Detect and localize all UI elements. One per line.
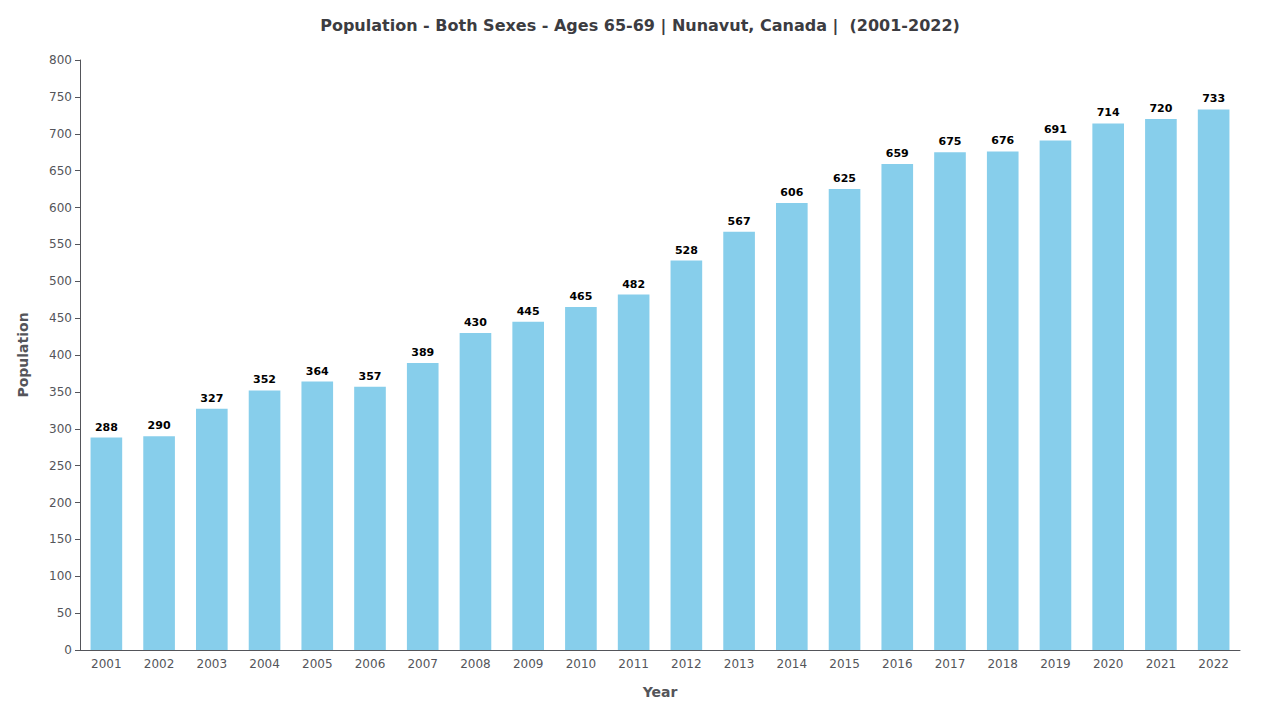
svg-text:2006: 2006 <box>355 657 386 671</box>
svg-text:2019: 2019 <box>1040 657 1071 671</box>
svg-text:500: 500 <box>49 274 72 288</box>
svg-text:200: 200 <box>49 496 72 510</box>
svg-text:528: 528 <box>675 244 698 257</box>
svg-text:676: 676 <box>991 134 1014 147</box>
svg-text:720: 720 <box>1149 102 1172 115</box>
svg-text:2002: 2002 <box>144 657 175 671</box>
svg-text:2007: 2007 <box>407 657 438 671</box>
svg-text:2011: 2011 <box>618 657 649 671</box>
svg-text:2013: 2013 <box>724 657 755 671</box>
svg-text:350: 350 <box>49 385 72 399</box>
svg-text:700: 700 <box>49 127 72 141</box>
svg-text:2018: 2018 <box>987 657 1018 671</box>
svg-text:357: 357 <box>359 370 382 383</box>
svg-text:364: 364 <box>306 365 329 378</box>
svg-text:2005: 2005 <box>302 657 333 671</box>
svg-text:327: 327 <box>200 392 223 405</box>
svg-text:290: 290 <box>148 419 171 432</box>
svg-text:691: 691 <box>1044 123 1067 136</box>
svg-text:Year: Year <box>642 684 678 700</box>
svg-text:Population - Both Sexes - Ages: Population - Both Sexes - Ages 65-69 | N… <box>320 16 960 36</box>
svg-text:550: 550 <box>49 237 72 251</box>
svg-text:733: 733 <box>1202 92 1225 105</box>
svg-text:2016: 2016 <box>882 657 913 671</box>
svg-text:Population: Population <box>15 312 31 397</box>
svg-text:650: 650 <box>49 164 72 178</box>
svg-text:2022: 2022 <box>1198 657 1229 671</box>
svg-text:482: 482 <box>622 278 645 291</box>
svg-text:445: 445 <box>517 305 540 318</box>
svg-text:50: 50 <box>57 606 72 620</box>
svg-text:2010: 2010 <box>566 657 597 671</box>
svg-text:567: 567 <box>728 215 751 228</box>
svg-text:2017: 2017 <box>935 657 966 671</box>
svg-text:465: 465 <box>569 290 592 303</box>
svg-text:2014: 2014 <box>777 657 808 671</box>
svg-text:625: 625 <box>833 172 856 185</box>
svg-text:389: 389 <box>411 346 434 359</box>
svg-text:675: 675 <box>939 135 962 148</box>
svg-text:0: 0 <box>64 643 72 657</box>
svg-text:2015: 2015 <box>829 657 860 671</box>
svg-text:250: 250 <box>49 459 72 473</box>
svg-text:100: 100 <box>49 569 72 583</box>
svg-text:352: 352 <box>253 373 276 386</box>
svg-text:300: 300 <box>49 422 72 436</box>
svg-text:714: 714 <box>1097 106 1120 119</box>
svg-text:600: 600 <box>49 201 72 215</box>
svg-text:2004: 2004 <box>249 657 280 671</box>
svg-text:2008: 2008 <box>460 657 491 671</box>
svg-text:150: 150 <box>49 532 72 546</box>
svg-text:2003: 2003 <box>197 657 228 671</box>
svg-text:800: 800 <box>49 53 72 67</box>
svg-text:2020: 2020 <box>1093 657 1124 671</box>
svg-text:750: 750 <box>49 90 72 104</box>
svg-text:2021: 2021 <box>1146 657 1177 671</box>
svg-text:2012: 2012 <box>671 657 702 671</box>
svg-text:2001: 2001 <box>91 657 122 671</box>
svg-text:2009: 2009 <box>513 657 544 671</box>
svg-text:659: 659 <box>886 147 909 160</box>
svg-text:606: 606 <box>780 186 803 199</box>
svg-text:288: 288 <box>95 421 118 434</box>
svg-text:450: 450 <box>49 311 72 325</box>
svg-text:430: 430 <box>464 316 487 329</box>
svg-text:400: 400 <box>49 348 72 362</box>
